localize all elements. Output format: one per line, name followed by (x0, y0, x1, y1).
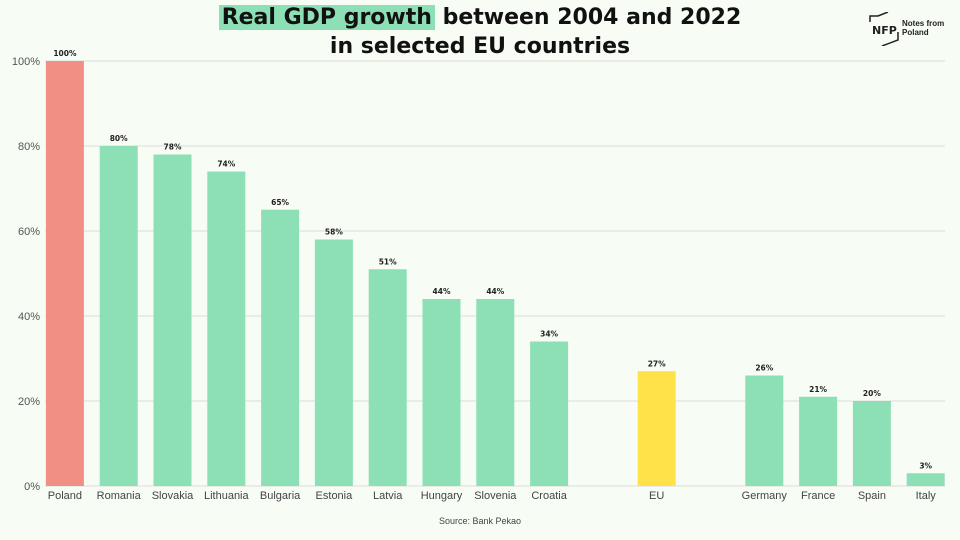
x-tick-label: EU (649, 490, 664, 502)
data-label: 65% (271, 198, 289, 207)
bar-france (799, 396, 838, 486)
bar-croatia (530, 341, 569, 486)
data-label: 26% (755, 364, 773, 373)
x-tick-label: Spain (858, 490, 886, 502)
y-tick-label: 60% (18, 226, 40, 238)
y-tick-label: 40% (18, 311, 40, 323)
x-tick-label: Latvia (373, 490, 403, 502)
data-label: 34% (540, 330, 558, 339)
x-tick-label: France (801, 490, 835, 502)
bar-italy (906, 473, 945, 486)
x-tick-label: Croatia (531, 490, 567, 502)
x-tick-label: Poland (48, 490, 82, 502)
chart-title: Real GDP growth between 2004 and 2022 in… (0, 3, 960, 61)
title-highlight: Real GDP growth (218, 5, 435, 30)
x-tick-label: Germany (742, 490, 788, 502)
logo-text: Notes from Poland (902, 19, 945, 37)
x-tick-label: Estonia (316, 490, 354, 502)
svg-text:NFP: NFP (872, 24, 897, 37)
data-label: 100% (53, 49, 77, 58)
x-tick-label: Lithuania (204, 490, 250, 502)
bar-romania (99, 146, 138, 486)
x-tick-label: Romania (97, 490, 142, 502)
data-label: 51% (379, 257, 397, 266)
data-label: 44% (486, 287, 504, 296)
y-tick-label: 80% (18, 141, 40, 153)
y-tick-label: 0% (24, 481, 40, 493)
nfp-logo: NFP Notes from Poland (868, 11, 948, 47)
title-line2: in selected EU countries (329, 34, 631, 59)
bar-estonia (314, 239, 353, 486)
bar-slovakia (153, 154, 192, 486)
bar-poland (45, 61, 84, 486)
data-label: 74% (217, 160, 235, 169)
x-tick-label: Slovenia (474, 490, 517, 502)
bar-latvia (368, 269, 407, 486)
source-note: Source: Bank Pekao (438, 516, 522, 526)
title-rest: between 2004 and 2022 (434, 5, 742, 30)
y-tick-label: 20% (18, 396, 40, 408)
bar-germany (745, 375, 784, 486)
data-label: 78% (164, 143, 182, 152)
x-tick-label: Hungary (421, 490, 463, 502)
x-tick-label: Italy (916, 490, 937, 502)
bar-bulgaria (261, 209, 300, 486)
data-label: 21% (809, 385, 827, 394)
data-label: 3% (919, 461, 932, 470)
y-tick-label: 100% (12, 56, 40, 68)
bar-spain (852, 401, 891, 486)
data-label: 80% (110, 134, 128, 143)
bar-lithuania (207, 171, 246, 486)
bar-eu (637, 371, 676, 486)
x-tick-label: Slovakia (152, 490, 194, 502)
data-label: 44% (433, 287, 451, 296)
data-label: 20% (863, 389, 881, 398)
data-label: 58% (325, 228, 343, 237)
bar-hungary (422, 299, 461, 486)
x-tick-label: Bulgaria (260, 490, 301, 502)
data-label: 27% (648, 359, 666, 368)
bar-slovenia (476, 299, 515, 486)
